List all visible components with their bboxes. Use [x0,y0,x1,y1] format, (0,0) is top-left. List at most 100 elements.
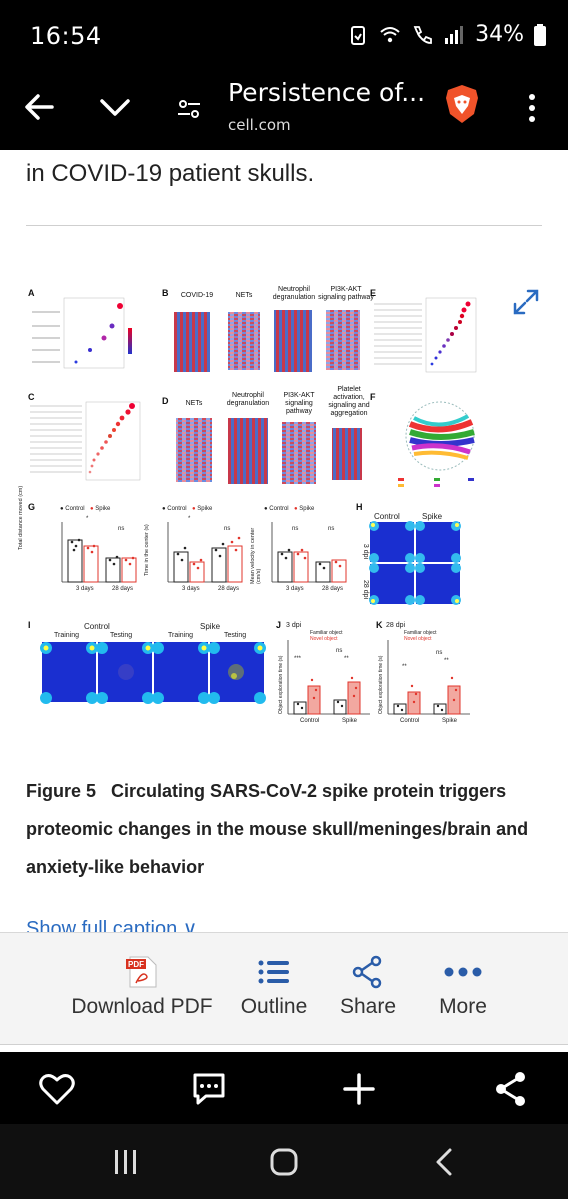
browser-toolbar [0,1052,568,1124]
panel-j-sig-2: ns [336,648,343,654]
panel-i-heatmaps [40,642,266,704]
panel-k-sig-1: ** [402,664,407,670]
panel-i-control: Control [84,622,110,631]
panel-e: E [370,288,510,383]
panel-c-dotplot [30,401,141,481]
share-label: Share [339,995,397,1018]
panel-h-control: Control [374,512,400,521]
panel-g-legend-1: ● Control [60,506,85,512]
panel-g-sig-4: ns [224,526,231,532]
back-arrow-icon[interactable] [22,90,56,124]
new-tab-plus-icon[interactable] [340,1070,378,1108]
caption-number: Figure 5 [26,781,97,801]
heart-icon[interactable] [38,1070,76,1108]
home-icon[interactable] [268,1146,300,1178]
panel-g-sig-6: ns [328,526,335,532]
panel-d-title-3: PI3K-AKT signaling pathway [283,392,315,415]
panel-label-k: K [376,620,383,630]
caption-text: Circulating SARS-CoV-2 spike protein tri… [26,781,529,877]
panel-label-a: A [28,288,35,298]
outline-button[interactable]: Outline [236,955,312,1019]
panel-label-c: C [28,392,35,402]
status-time: 16:54 [30,22,102,50]
panel-d: D NETs Neutrophil degranulation PI3K-AKT… [162,384,372,494]
toolbar-separator [0,1044,568,1052]
panel-j-legend-1: Familiar object [310,630,343,636]
panel-c: C [24,392,154,492]
panel-h-heatmaps [369,521,461,605]
chat-icon[interactable] [190,1070,228,1108]
show-full-caption-label: Show full caption [26,918,178,932]
panel-f-chord-diagram [398,401,475,487]
panel-d-title-1: NETs [185,400,203,407]
site-settings-icon[interactable] [176,96,202,122]
more-vert-icon[interactable] [520,92,544,124]
panel-g-legend-3: ● Control [162,506,187,512]
panel-g-xtick-1: 3 days [76,586,94,592]
reader-header: Persistence of... cell.com [0,70,568,150]
panel-d-heatmaps [176,418,362,484]
panel-j-legend-2: Novel object [310,636,338,642]
share-icon [352,955,382,989]
back-nav-icon[interactable] [428,1146,460,1178]
panel-a-dotplot [32,297,132,369]
panel-label-i: I [28,620,31,630]
panel-g-bar-charts [61,522,347,583]
signal-icon [445,25,464,44]
figure-image[interactable]: A B COVID-19 NETs Neutrophil d [18,280,544,730]
panel-d-title-4: Platelet activation, signaling and aggre… [328,386,370,417]
panel-k-sig-3: ** [444,658,449,664]
share-button[interactable]: Share [336,955,400,1019]
panel-g-sig-3: * [188,516,191,522]
panel-k-bar-chart [387,640,470,715]
divider [26,225,542,226]
panel-k-title: 28 dpi [386,622,406,629]
chevron-down-icon[interactable] [98,90,132,124]
panel-b-title-1: COVID-19 [180,292,214,299]
panel-j-bar-chart [287,640,370,715]
panel-k-legend-1: Familiar object [404,630,437,636]
system-nav-bar [0,1124,568,1199]
figure-caption: Figure 5 Circulating SARS-CoV-2 spike pr… [26,772,546,886]
panel-b-title-3: Neutrophil degranulation [272,286,316,301]
download-pdf-button[interactable]: PDF Download PDF [68,955,216,1019]
page-domain[interactable]: cell.com [228,116,291,134]
pdf-file-icon: PDF [126,956,157,988]
download-pdf-label: Download PDF [71,995,213,1018]
panel-label-h: H [356,502,363,512]
panel-g-legend-4: ● Spike [192,506,213,512]
panel-g-xtick-5: 3 days [286,586,304,592]
show-full-caption-link[interactable]: Show full caption ∨ [26,916,197,932]
panel-j-title: 3 dpi [286,622,302,629]
panel-a: A [24,288,149,378]
panel-g-legend-2: ● Spike [90,506,111,512]
panel-j-sig-1: *** [294,656,302,662]
panel-i-training-1: Training [54,632,80,639]
more-horiz-icon [444,967,482,977]
battery-icon [534,23,546,46]
panel-j-sig-3: ** [344,656,349,662]
panel-d-title-2: Neutrophil degranulation [226,392,270,407]
page-title[interactable]: Persistence of... [228,78,426,107]
panel-i-testing-1: Testing [110,632,133,639]
recent-apps-icon[interactable] [110,1146,142,1178]
panel-g-ylabel-3: Mean velocity in center (cm/s) [250,527,262,584]
share-icon[interactable] [492,1070,530,1108]
brave-shield-icon[interactable] [444,84,480,124]
panel-g-legend-6: ● Spike [294,506,315,512]
wifi-icon [380,26,400,42]
panel-i: I Control Spike Training Testing Trainin… [24,620,274,720]
expand-icon[interactable] [512,288,540,316]
panel-label-f: F [370,392,376,402]
panel-k-xtick-2: Spike [442,718,458,724]
panel-g-sig-2: ns [118,526,125,532]
panel-i-testing-2: Testing [224,632,247,639]
panel-b-title-2: NETs [235,292,253,299]
panel-b-heatmaps [174,310,360,372]
panel-b: B COVID-19 NETs Neutrophil degranulation… [162,280,374,380]
panel-k-xtick-1: Control [400,718,420,724]
chevron-down-icon: ∨ [182,918,198,932]
more-button[interactable]: More [432,955,494,1019]
panel-g-ylabel-1: Total distance moved (cm) [18,485,24,550]
panel-g-legend-5: ● Control [264,506,289,512]
